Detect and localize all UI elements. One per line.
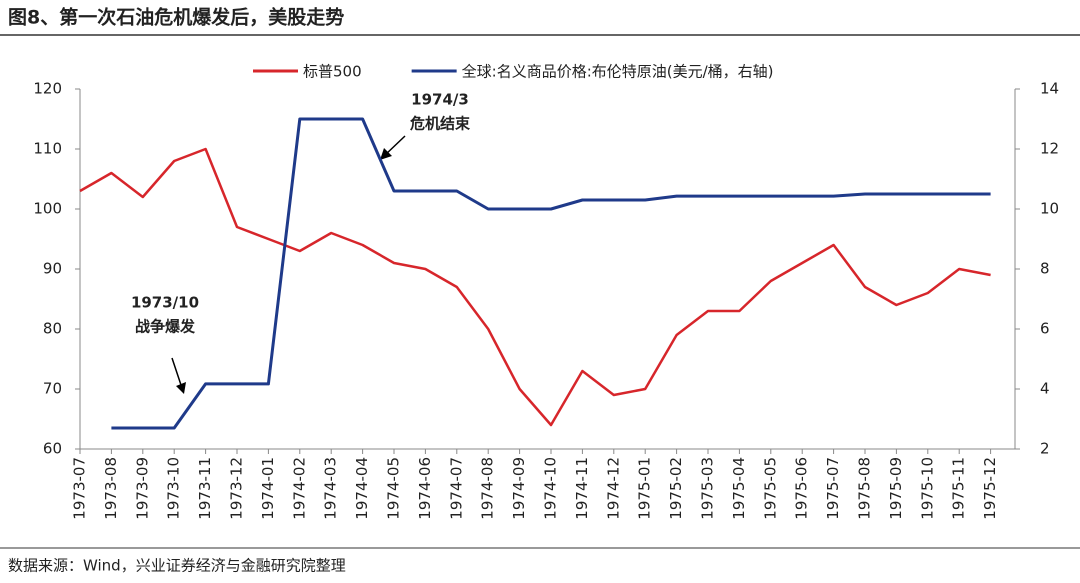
y-tick-label: 70 bbox=[43, 380, 62, 398]
x-tick-label: 1974-03 bbox=[322, 457, 340, 520]
x-tick-label: 1974-05 bbox=[385, 457, 403, 520]
x-tick-label: 1975-01 bbox=[636, 457, 654, 520]
line bbox=[79, 147, 991, 427]
y2-tick-label: 6 bbox=[1040, 320, 1050, 338]
x-tick-label: 1974-10 bbox=[542, 457, 560, 520]
y-tick-label: 90 bbox=[43, 260, 62, 278]
x-tick-label: 1975-09 bbox=[887, 457, 905, 520]
y2-tick-label: 4 bbox=[1040, 380, 1050, 398]
x-tick-label: 1975-06 bbox=[793, 457, 811, 520]
x-tick-label: 1975-10 bbox=[918, 457, 936, 520]
x-tick-label: 1973-09 bbox=[133, 457, 151, 520]
y-tick-label: 60 bbox=[43, 440, 62, 458]
x-tick-label: 1974-06 bbox=[416, 457, 434, 520]
x-tick-label: 1974-09 bbox=[510, 457, 528, 520]
x-tick-label: 1974-08 bbox=[479, 457, 497, 520]
x-tick-label: 1974-12 bbox=[604, 457, 622, 520]
y2-tick-label: 14 bbox=[1040, 80, 1059, 98]
x-tick-label: 1973-08 bbox=[102, 457, 120, 520]
x-tick-label: 1973-10 bbox=[165, 457, 183, 520]
legend-label: 全球:名义商品价格:布伦特原油(美元/桶，右轴) bbox=[462, 63, 774, 81]
x-tick-label: 1975-04 bbox=[730, 457, 748, 520]
legend-label: 标普500 bbox=[303, 63, 362, 81]
annotation: 战争爆发 bbox=[135, 318, 196, 336]
x-tick-label: 1973-12 bbox=[228, 457, 246, 520]
x-tick-label: 1973-07 bbox=[71, 457, 89, 520]
annotation-arrow-head bbox=[176, 382, 186, 394]
x-tick-label: 1975-03 bbox=[699, 457, 717, 520]
x-tick-label: 1973-11 bbox=[196, 457, 214, 520]
y2-tick-label: 12 bbox=[1040, 140, 1059, 158]
annotation: 1973/10 bbox=[131, 294, 199, 312]
x-tick-label: 1975-08 bbox=[856, 457, 874, 520]
y2-tick-label: 10 bbox=[1040, 200, 1059, 218]
x-tick-label: 1974-11 bbox=[573, 457, 591, 520]
chart-title: 图8、第一次石油危机爆发后，美股走势 bbox=[8, 6, 344, 29]
y-tick-label: 110 bbox=[33, 140, 62, 158]
x-tick-label: 1974-07 bbox=[447, 457, 465, 520]
x-tick-label: 1975-07 bbox=[824, 457, 842, 520]
y-tick-label: 100 bbox=[33, 200, 62, 218]
x-tick-label: 1975-12 bbox=[981, 457, 999, 520]
y2-tick-label: 2 bbox=[1040, 440, 1050, 458]
annotation: 1974/3 bbox=[411, 91, 469, 109]
annotation: 危机结束 bbox=[410, 115, 471, 133]
x-tick-label: 1975-11 bbox=[950, 457, 968, 520]
x-tick-label: 1975-02 bbox=[667, 457, 685, 520]
x-tick-label: 1974-01 bbox=[259, 457, 277, 520]
x-tick-label: 1975-05 bbox=[761, 457, 779, 520]
y-tick-label: 80 bbox=[43, 320, 62, 338]
y-tick-label: 120 bbox=[33, 80, 62, 98]
y2-tick-label: 8 bbox=[1040, 260, 1050, 278]
x-tick-label: 1974-04 bbox=[353, 457, 371, 520]
annotation-arrow-head bbox=[380, 148, 392, 160]
x-tick-label: 1974-02 bbox=[290, 457, 308, 520]
line bbox=[111, 117, 991, 430]
annotation-arrow bbox=[171, 357, 183, 389]
source: 数据来源：Wind，兴业证券经济与金融研究院整理 bbox=[8, 557, 346, 575]
